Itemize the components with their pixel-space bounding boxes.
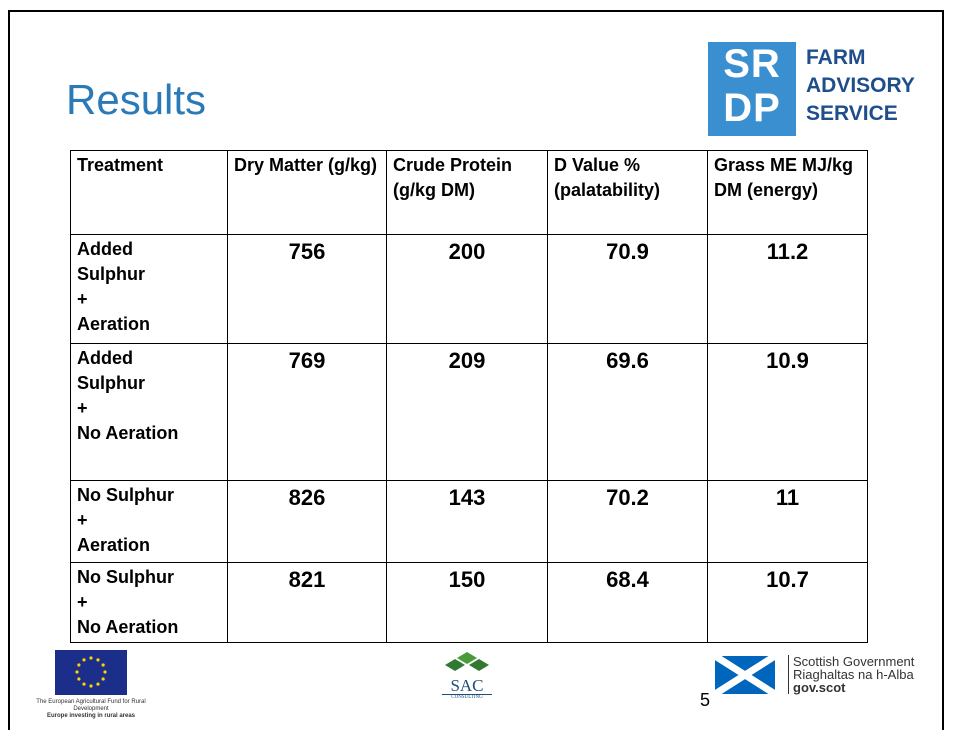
data-row: Added Sulphur + Aeration 756 200 70.9 11.2	[70, 234, 868, 344]
logo-text: FARM ADVISORY SERVICE	[806, 44, 915, 128]
value-cell: 769	[227, 343, 387, 481]
treatment-line: +	[77, 289, 88, 309]
sg-line: gov.scot	[793, 680, 846, 695]
treatment-cell: No Sulphur + No Aeration	[70, 562, 228, 643]
value-cell: 11	[707, 480, 868, 563]
star	[103, 670, 107, 674]
treatment-line: Added	[77, 348, 133, 368]
header-row: Treatment Dry Matter (g/kg) Crude Protein …	[70, 150, 868, 235]
treatment-line: No Sulphur	[77, 485, 174, 505]
value-cell: 143	[386, 480, 548, 563]
treatment-cell: Added Sulphur + No Aeration	[70, 343, 228, 481]
sac-diamonds	[445, 652, 489, 671]
value-cell: 70.2	[547, 480, 708, 563]
treatment-line: +	[77, 398, 88, 418]
title: Results	[66, 76, 207, 123]
sg-line: Riaghaltas na h-Alba	[793, 667, 914, 682]
sac-sub: CONSULTING	[442, 694, 492, 700]
value-cell: 821	[227, 562, 387, 643]
logo-mark-line: SR	[723, 42, 781, 86]
star	[77, 663, 81, 667]
value-cell: 756	[227, 234, 387, 344]
results-table: Treatment Dry Matter (g/kg) Crude Protein …	[70, 150, 868, 643]
treatment-line: Sulphur	[77, 264, 145, 284]
value-cell: 69.6	[547, 343, 708, 481]
sg-text: Scottish Government Riaghaltas na h-Alba…	[788, 655, 914, 694]
treatment-line: Aeration	[77, 535, 151, 555]
slide-frame	[8, 10, 944, 730]
value-cell: 10.9	[707, 343, 868, 481]
star	[101, 677, 105, 681]
saltire-cross	[713, 653, 777, 697]
star	[82, 682, 86, 686]
value-cell: 10.7	[707, 562, 868, 643]
treatment-cell: Added Sulphur + Aeration	[70, 234, 228, 344]
value-cell: 150	[386, 562, 548, 643]
eu-line: The European Agricultural Fund for Rural…	[36, 699, 146, 712]
star	[89, 684, 93, 688]
star	[82, 658, 86, 662]
column-header: Crude Protein (g/kg DM)	[386, 150, 548, 235]
treatment-line: +	[77, 510, 88, 530]
logo-line: FARM	[806, 46, 866, 69]
column-header: Grass ME MJ/kg DM (energy)	[707, 150, 868, 235]
logo-line: ADVISORY	[806, 74, 915, 97]
column-header: Treatment	[70, 150, 228, 235]
value-cell: 826	[227, 480, 387, 563]
logo-line: SERVICE	[806, 102, 898, 125]
treatment-line: No Sulphur	[77, 567, 174, 587]
logo-mark-line: DP	[723, 86, 781, 130]
value-cell: 11.2	[707, 234, 868, 344]
star	[77, 677, 81, 681]
eu-stars	[75, 656, 107, 688]
eu-flag	[55, 650, 127, 695]
value-cell: 70.9	[547, 234, 708, 344]
sg-line: Scottish Government	[793, 654, 915, 669]
star	[96, 682, 100, 686]
treatment-line: Added	[77, 239, 133, 259]
value-cell: 200	[386, 234, 548, 344]
treatment-line: No Aeration	[77, 617, 179, 637]
saltire	[713, 653, 777, 697]
page-number: 5	[700, 690, 711, 710]
eu-text: The European Agricultural Fund for Rural…	[28, 699, 154, 720]
treatment-cell: No Sulphur + Aeration	[70, 480, 228, 563]
treatment-line: No Aeration	[77, 423, 179, 443]
sac-name: SAC	[450, 676, 484, 695]
column-header: Dry Matter (g/kg)	[227, 150, 387, 235]
value-cell: 68.4	[547, 562, 708, 643]
value-cell: 209	[386, 343, 548, 481]
star	[75, 670, 79, 674]
sac-logo: SAC CONSULTING	[442, 652, 492, 700]
column-header: D Value % (palatability)	[547, 150, 708, 235]
logo-mark: SR DP	[708, 42, 796, 136]
data-row: No Sulphur + No Aeration 821 150 68.4 10.7	[70, 562, 868, 643]
treatment-line: Aeration	[77, 314, 151, 334]
star	[96, 658, 100, 662]
data-row: No Sulphur + Aeration 826 143 70.2 11	[70, 480, 868, 563]
treatment-line: Sulphur	[77, 373, 145, 393]
star	[89, 656, 93, 660]
eu-line: Europe investing in rural areas	[46, 713, 136, 719]
star	[101, 663, 105, 667]
data-row: Added Sulphur + No Aeration 769 209 69.6 10.9	[70, 343, 868, 481]
treatment-line: +	[77, 592, 88, 612]
